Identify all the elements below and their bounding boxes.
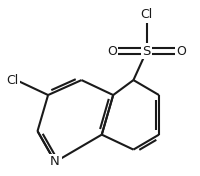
Text: Cl: Cl bbox=[141, 8, 153, 21]
Text: S: S bbox=[142, 45, 151, 58]
Text: Cl: Cl bbox=[6, 74, 18, 87]
Text: O: O bbox=[177, 45, 186, 58]
Text: N: N bbox=[50, 155, 60, 168]
Text: N: N bbox=[50, 155, 60, 168]
Text: O: O bbox=[107, 45, 117, 58]
Text: O: O bbox=[177, 45, 186, 58]
Text: O: O bbox=[107, 45, 117, 58]
Text: S: S bbox=[142, 45, 151, 58]
Text: Cl: Cl bbox=[141, 8, 153, 21]
Text: Cl: Cl bbox=[6, 74, 18, 87]
